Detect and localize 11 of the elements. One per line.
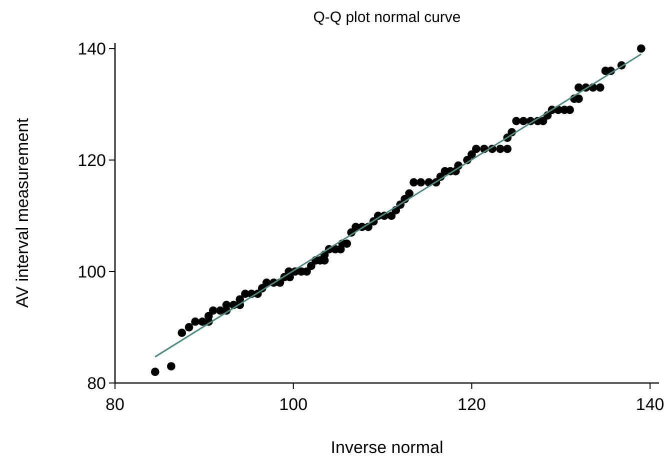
x-axis-title: Inverse normal (330, 438, 444, 457)
chart-title: Q-Q plot normal curve (313, 9, 461, 26)
y-axis-title: AV interval measurement (13, 118, 32, 308)
y-tick-label: 100 (78, 262, 106, 282)
x-tick-label: 100 (279, 395, 308, 414)
y-tick-label: 140 (78, 40, 106, 59)
y-tick-label: 80 (87, 374, 106, 393)
y-tick-label: 120 (78, 151, 106, 170)
x-tick-label: 120 (458, 395, 486, 414)
x-tick-label: 80 (106, 395, 124, 414)
x-tick-label: 140 (636, 395, 664, 414)
